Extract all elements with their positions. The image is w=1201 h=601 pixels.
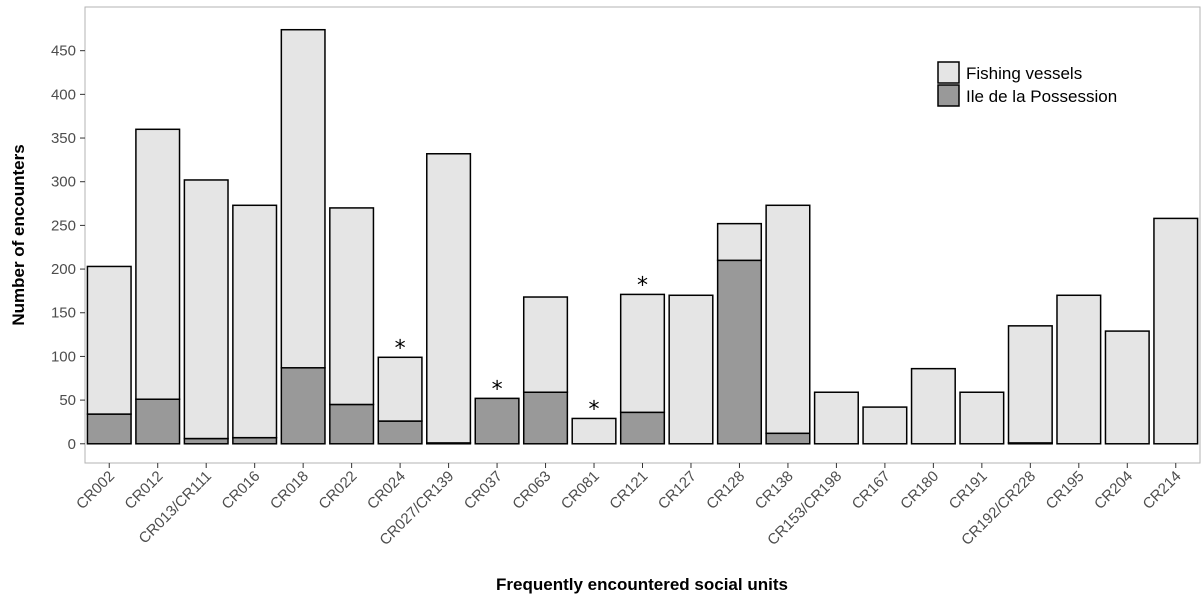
- bar-fishing-vessels-cr192-cr228: [1007, 325, 1053, 444]
- x-tick-label-cr204: CR204: [1091, 468, 1136, 513]
- significance-marker-cr081: *: [589, 397, 600, 422]
- bar-fishing-vessels-cr195: [1056, 294, 1102, 445]
- bar-ile-de-la-possession-cr037: [474, 397, 520, 445]
- bar-ile-de-la-possession-cr013-cr111: [183, 437, 229, 445]
- x-tick-label-cr063: CR063: [509, 468, 554, 513]
- bar-fishing-vessels-cr138: [765, 204, 811, 435]
- legend-swatch-fishing-vessels: [937, 61, 960, 84]
- y-tick-label: 300: [51, 174, 76, 191]
- x-axis-title: Frequently encountered social units: [496, 575, 788, 594]
- bar-fishing-vessels-cr214: [1153, 217, 1199, 445]
- legend: Fishing vessels Ile de la Possession: [937, 61, 1117, 107]
- bar-fishing-vessels-cr024: [377, 356, 423, 422]
- x-tick-label-cr018: CR018: [267, 468, 312, 513]
- bar-ile-de-la-possession-cr128: [716, 259, 763, 445]
- y-tick-label: 450: [51, 43, 76, 60]
- y-tick-label: 200: [51, 261, 76, 278]
- bar-fishing-vessels-cr027-cr139: [426, 153, 472, 444]
- bar-ile-de-la-possession-cr018: [280, 367, 326, 445]
- bar-ile-de-la-possession-cr012: [135, 398, 181, 445]
- x-tick-label-cr016: CR016: [218, 468, 263, 513]
- x-tick-label-cr167: CR167: [849, 468, 894, 513]
- bar-fishing-vessels-cr204: [1104, 330, 1150, 445]
- significance-marker-cr024: *: [395, 336, 406, 361]
- bar-ile-de-la-possession-cr138: [765, 432, 811, 445]
- bar-fishing-vessels-cr180: [910, 367, 956, 445]
- bar-fishing-vessels-cr016: [232, 204, 278, 439]
- x-tick-label-cr081: CR081: [558, 468, 603, 513]
- x-tick-label-cr037: CR037: [461, 468, 506, 513]
- legend-swatch-ile-de-la-possession: [937, 84, 960, 107]
- y-tick-label: 250: [51, 217, 76, 234]
- legend-label-ile-de-la-possession: Ile de la Possession: [966, 87, 1117, 106]
- significance-annotations: * * * *: [395, 273, 648, 422]
- y-tick-label: 400: [51, 86, 76, 103]
- bar-fishing-vessels-cr018: [280, 28, 326, 369]
- x-tick-label-cr180: CR180: [897, 468, 942, 513]
- x-tick-label-cr024: CR024: [364, 468, 409, 513]
- significance-marker-cr037: *: [492, 377, 503, 402]
- bar-fishing-vessels-cr167: [862, 406, 908, 445]
- bar-ile-de-la-possession-cr024: [377, 420, 423, 445]
- bar-fishing-vessels-cr002: [86, 265, 132, 415]
- y-tick-label: 0: [68, 436, 76, 453]
- y-tick-label: 50: [59, 392, 76, 409]
- x-tick-label-cr138: CR138: [752, 468, 797, 513]
- x-tick-label-cr121: CR121: [606, 468, 651, 513]
- x-tick-label-cr022: CR022: [315, 468, 360, 513]
- y-axis: 0 50 100 150 200 250 300 350 400 450: [51, 43, 85, 453]
- bar-fishing-vessels-cr191: [959, 391, 1005, 445]
- bar-fishing-vessels-cr121: [619, 293, 666, 414]
- y-axis-title: Number of encounters: [9, 144, 28, 325]
- y-tick-label: 100: [51, 348, 76, 365]
- bars: [86, 28, 1199, 445]
- x-tick-label-cr214: CR214: [1140, 468, 1185, 513]
- x-tick-label-cr191: CR191: [946, 468, 991, 513]
- x-tick-label-cr012: CR012: [122, 468, 167, 513]
- bar-fishing-vessels-cr012: [135, 128, 181, 400]
- bar-fishing-vessels-cr081: [571, 417, 617, 445]
- bar-fishing-vessels-cr128: [716, 222, 763, 262]
- x-tick-label-cr195: CR195: [1043, 468, 1088, 513]
- y-tick-label: 150: [51, 305, 76, 322]
- bar-fishing-vessels-cr013-cr111: [183, 179, 229, 440]
- x-tick-label-cr127: CR127: [655, 468, 700, 513]
- x-tick-label-cr128: CR128: [703, 468, 748, 513]
- bar-fishing-vessels-cr153-cr198: [813, 391, 859, 445]
- legend-label-fishing-vessels: Fishing vessels: [966, 64, 1082, 83]
- bar-ile-de-la-possession-cr002: [86, 413, 132, 445]
- y-tick-label: 350: [51, 130, 76, 147]
- bar-ile-de-la-possession-cr022: [329, 403, 375, 445]
- bar-ile-de-la-possession-cr016: [232, 436, 278, 445]
- significance-marker-cr121: *: [637, 273, 648, 298]
- bar-ile-de-la-possession-cr121: [619, 411, 666, 445]
- bar-fishing-vessels-cr063: [522, 296, 569, 393]
- x-tick-label-cr002: CR002: [73, 468, 118, 513]
- bar-fishing-vessels-cr127: [668, 294, 714, 445]
- bar-fishing-vessels-cr022: [329, 207, 375, 406]
- bar-ile-de-la-possession-cr063: [522, 391, 569, 445]
